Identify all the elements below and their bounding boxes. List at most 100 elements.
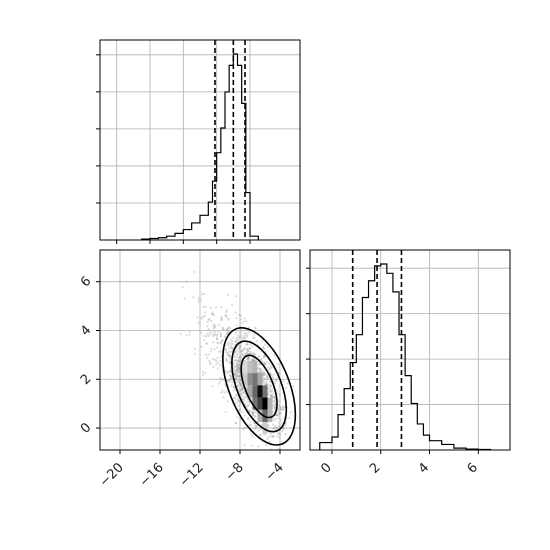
scatter-point [238, 348, 242, 351]
scatter-point [237, 347, 240, 350]
scatter-point [250, 433, 253, 436]
scatter-point [263, 362, 266, 365]
density-bin [267, 409, 273, 422]
scatter-point [282, 428, 285, 431]
scatter-point [262, 376, 265, 380]
scatter-point [234, 358, 237, 361]
scatter-point [278, 394, 282, 398]
scatter-point [237, 359, 240, 362]
scatter-point [236, 339, 239, 343]
scatter-point [235, 394, 238, 397]
x-tick-labels: 0 2 4 6 [318, 460, 481, 476]
scatter-point [253, 415, 256, 418]
scatter-point [233, 374, 237, 377]
scatter-point [292, 385, 295, 388]
scatter-point [271, 377, 274, 380]
scatter-point [247, 347, 250, 350]
scatter-point [229, 371, 232, 374]
scatter-point [265, 360, 268, 364]
scatter-point [235, 401, 238, 404]
scatter-point [196, 316, 199, 319]
scatter-point [234, 365, 237, 368]
scatter-point [240, 388, 243, 392]
scatter-point [245, 343, 248, 346]
scatter-point [272, 373, 275, 376]
scatter-point [250, 444, 253, 448]
scatter-point [271, 375, 274, 378]
scatter-point [236, 378, 239, 381]
scatter-point [225, 357, 228, 360]
scatter-point [236, 367, 239, 371]
scatter-point [269, 385, 272, 388]
scatter-point [250, 358, 254, 361]
scatter-point [258, 433, 261, 437]
scatter-point [237, 399, 240, 402]
scatter-point [238, 375, 241, 379]
scatter-point [213, 330, 217, 333]
scatter-point [246, 357, 249, 360]
scatter-point [236, 366, 239, 369]
scatter-point [247, 331, 250, 334]
scatter-point [263, 373, 266, 376]
scatter-point [204, 311, 207, 314]
scatter-point [279, 406, 282, 409]
scatter-point [253, 352, 256, 355]
scatter-point [204, 305, 207, 309]
scatter-point [266, 438, 269, 441]
scatter-point [188, 330, 191, 334]
scatter-point [205, 342, 208, 345]
scatter-point [279, 433, 282, 436]
scatter-point [201, 315, 204, 319]
scatter-point [276, 376, 279, 380]
scatter-point [254, 411, 258, 414]
scatter-point [259, 433, 263, 436]
scatter-point [238, 360, 241, 363]
scatter-point [235, 369, 238, 372]
scatter-point [248, 356, 251, 359]
scatter-point [277, 409, 280, 412]
scatter-point [185, 334, 188, 337]
scatter-point [243, 336, 246, 339]
scatter-point [251, 412, 254, 415]
scatter-point [237, 375, 240, 379]
scatter-point [260, 367, 263, 371]
scatter-point [212, 334, 215, 338]
scatter-point [278, 385, 281, 388]
scatter-point [216, 333, 219, 336]
scatter-point [247, 417, 250, 420]
scatter-point [269, 365, 272, 368]
scatter-point [236, 364, 240, 367]
scatter-point [264, 380, 268, 383]
scatter-point [275, 413, 278, 417]
scatter-point [229, 350, 232, 353]
scatter-point [243, 317, 246, 320]
scatter-point [216, 341, 219, 344]
scatter-point [239, 389, 243, 392]
scatter-point [252, 358, 255, 362]
x-tick-label: 4 [416, 460, 432, 476]
scatter-point [228, 374, 231, 377]
scatter-point [272, 354, 276, 357]
scatter-point [258, 368, 261, 371]
scatter-point [209, 306, 213, 310]
scatter-point [268, 387, 271, 390]
scatter-point [183, 297, 186, 300]
scatter-point [250, 410, 253, 413]
scatter-point [229, 356, 232, 359]
scatter-point [269, 390, 272, 394]
scatter-point [243, 399, 246, 402]
joint-density-panel: −20 −16 −12 −8 −4 0 2 4 6 [78, 249, 301, 490]
scatter-point [205, 333, 209, 336]
scatter-point [246, 356, 250, 359]
scatter-point [265, 382, 268, 385]
scatter-point [246, 343, 249, 346]
scatter-point [274, 406, 277, 409]
scatter-point [233, 339, 237, 342]
scatter-point [261, 347, 265, 350]
scatter-point [278, 447, 281, 450]
x-marginal-histogram-panel [96, 39, 301, 244]
x-tick-label: −20 [97, 460, 127, 490]
density-bin [257, 397, 263, 410]
scatter-point [232, 362, 235, 365]
scatter-point [270, 395, 273, 398]
